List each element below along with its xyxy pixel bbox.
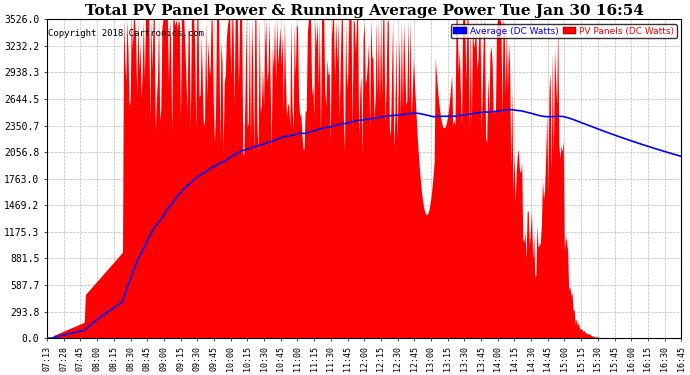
Legend: Average (DC Watts), PV Panels (DC Watts): Average (DC Watts), PV Panels (DC Watts): [451, 24, 677, 38]
Text: Copyright 2018 Cartronics.com: Copyright 2018 Cartronics.com: [48, 29, 204, 38]
Title: Total PV Panel Power & Running Average Power Tue Jan 30 16:54: Total PV Panel Power & Running Average P…: [85, 4, 644, 18]
